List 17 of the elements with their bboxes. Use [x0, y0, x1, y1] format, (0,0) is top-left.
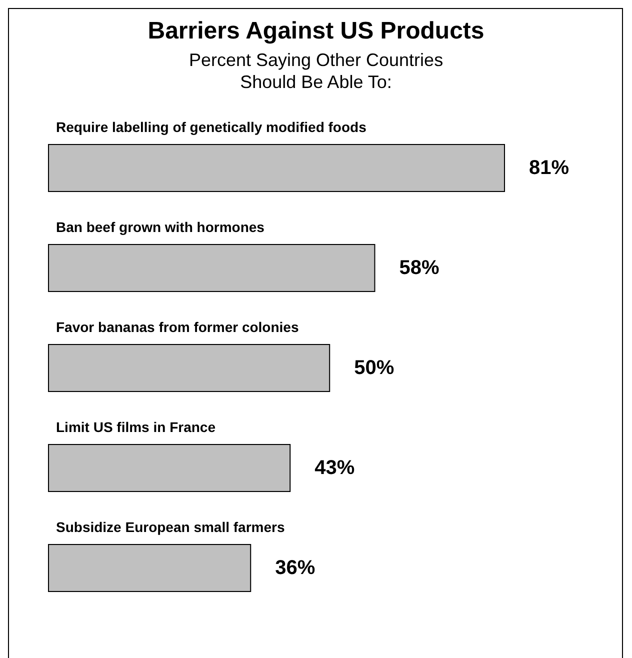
chart-title: Barriers Against US Products	[148, 18, 484, 44]
bar	[48, 144, 505, 192]
data-label: 81%	[529, 157, 570, 179]
data-label: 58%	[399, 257, 440, 279]
data-label: 43%	[314, 457, 355, 479]
chart-subtitle: Percent Saying Other Countries Should Be Able To:	[188, 50, 444, 92]
bar	[48, 444, 291, 492]
data-label: 50%	[354, 357, 394, 379]
bar	[48, 344, 330, 392]
y-tick-label: Ban beef grown with hormones	[56, 219, 265, 235]
y-tick-label: Require labelling of genetically modified foods	[56, 119, 367, 135]
bar	[48, 244, 376, 292]
y-tick-label: Favor bananas from former colonies	[56, 319, 299, 335]
y-tick-label: Limit US films in France	[56, 419, 216, 435]
data-label: 36%	[275, 557, 316, 579]
bar	[48, 544, 252, 592]
y-tick-label: Subsidize European small farmers	[56, 519, 285, 535]
